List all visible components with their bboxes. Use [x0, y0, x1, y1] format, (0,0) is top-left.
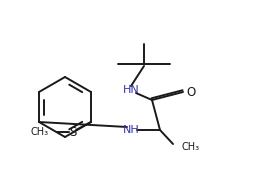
Text: HN: HN: [123, 85, 139, 95]
Text: CH₃: CH₃: [181, 142, 199, 152]
Text: CH₃: CH₃: [31, 127, 49, 137]
Text: NH: NH: [123, 125, 139, 135]
Text: O: O: [186, 86, 196, 98]
Text: S: S: [69, 126, 77, 139]
